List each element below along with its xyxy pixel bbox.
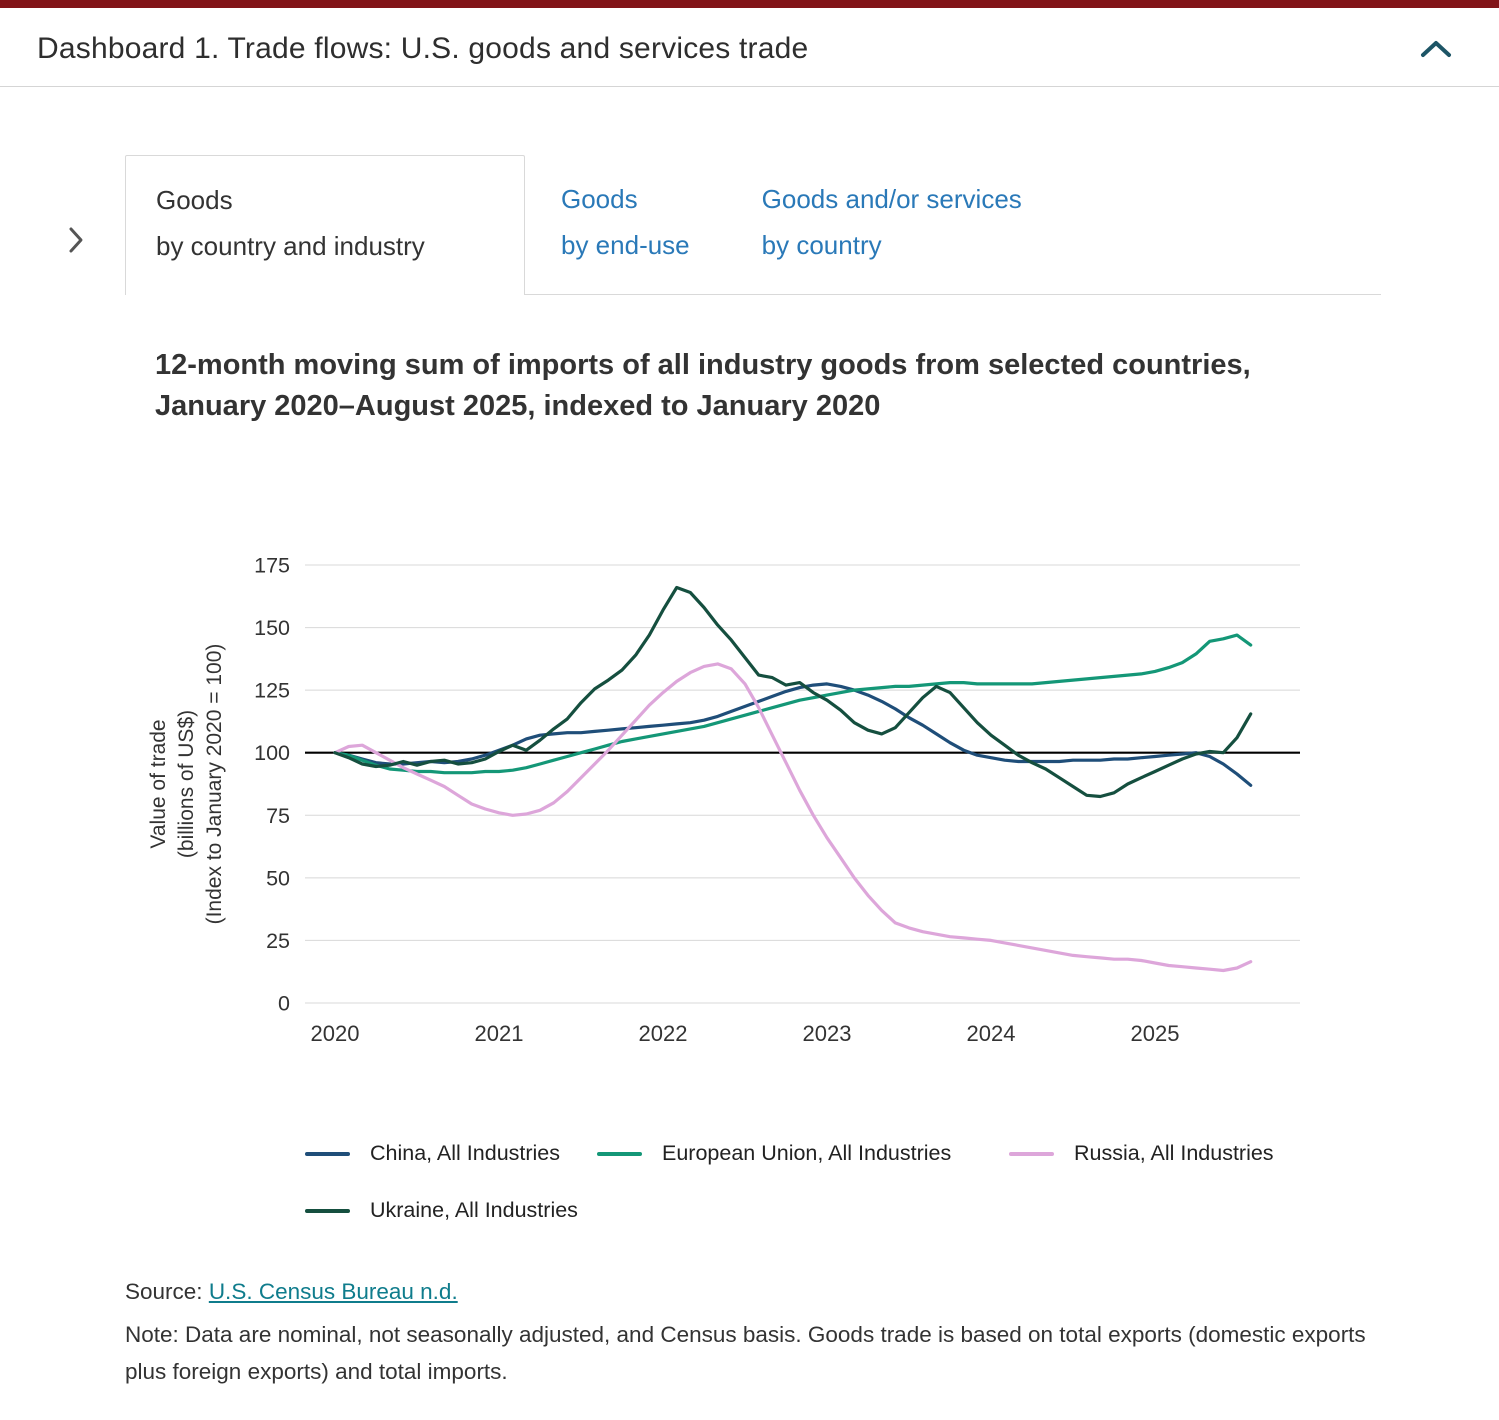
svg-text:2021: 2021 — [475, 1021, 524, 1046]
chevron-up-icon[interactable] — [1415, 34, 1457, 64]
legend-swatch-russia — [1009, 1151, 1054, 1156]
top-accent-bar — [0, 0, 1499, 8]
source-link[interactable]: U.S. Census Bureau n.d. — [208, 1279, 458, 1305]
dashboard-title: Dashboard 1. Trade flows: U.S. goods and… — [37, 32, 809, 65]
svg-text:2024: 2024 — [967, 1021, 1016, 1046]
legend-label: Russia, All Industries — [1074, 1141, 1274, 1166]
svg-text:(billions of US$): (billions of US$) — [175, 710, 198, 858]
svg-text:175: 175 — [254, 555, 290, 578]
line-chart: 0 25 50 75 100 125 150 175 2020 2021 2022 2023 2024 2… — [120, 554, 1499, 1065]
svg-text:2025: 2025 — [1131, 1021, 1180, 1046]
svg-text:2020: 2020 — [311, 1021, 360, 1046]
svg-text:2023: 2023 — [803, 1021, 852, 1046]
chart-legend: China, All Industries European Union, Al… — [305, 1141, 1365, 1223]
svg-text:(Index to January 2020 = 100): (Index to January 2020 = 100) — [203, 644, 226, 925]
dashboard-content: Goods by country and industry Goods by e… — [0, 155, 1499, 1420]
tab-label-line2: by country and industry — [156, 230, 425, 261]
legend-swatch-china — [305, 1151, 350, 1156]
legend-item-china: China, All Industries — [305, 1141, 597, 1166]
legend-label: European Union, All Industries — [662, 1141, 952, 1166]
tab-label-line2: by end-use — [561, 229, 690, 260]
tab-label-line2: by country — [761, 229, 882, 260]
legend-swatch-european-union — [597, 1151, 642, 1156]
dashboard-header: Dashboard 1. Trade flows: U.S. goods and… — [0, 8, 1499, 86]
source-label: Source: — [125, 1279, 203, 1305]
svg-text:100: 100 — [254, 742, 290, 766]
chevron-right-icon[interactable] — [62, 221, 90, 259]
svg-text:25: 25 — [266, 929, 290, 953]
svg-text:150: 150 — [254, 616, 290, 640]
tab-goods-by-end-use[interactable]: Goods by end-use — [525, 155, 726, 294]
svg-text:0: 0 — [278, 992, 290, 1016]
chart-title: 12-month moving sum of imports of all in… — [155, 349, 1251, 423]
note-text: Note: Data are nominal, not seasonally a… — [125, 1322, 1366, 1384]
legend-item-ukraine: Ukraine, All Industries — [305, 1198, 597, 1223]
tab-bar: Goods by country and industry Goods by e… — [125, 155, 1381, 295]
legend-item-russia: Russia, All Industries — [1009, 1141, 1365, 1166]
svg-text:Value of trade: Value of trade — [147, 720, 170, 849]
tab-label-line1: Goods — [561, 184, 638, 214]
svg-text:2022: 2022 — [639, 1021, 688, 1046]
legend-item-european-union: European Union, All Industries — [597, 1141, 1009, 1166]
tab-goods-by-country-and-industry[interactable]: Goods by country and industry — [125, 155, 525, 295]
legend-label: Ukraine, All Industries — [370, 1198, 578, 1223]
legend-label: China, All Industries — [370, 1141, 561, 1166]
svg-text:125: 125 — [254, 679, 290, 703]
tab-label-line1: Goods and/or services — [761, 184, 1022, 214]
svg-text:75: 75 — [266, 804, 290, 828]
tab-goods-services-by-country[interactable]: Goods and/or services by country — [726, 155, 1058, 294]
header-divider — [0, 86, 1499, 87]
svg-text:50: 50 — [266, 867, 290, 891]
source-line: Source: U.S. Census Bureau n.d. — [125, 1279, 1499, 1305]
legend-swatch-ukraine — [305, 1208, 350, 1213]
tab-label-line1: Goods — [156, 185, 233, 215]
